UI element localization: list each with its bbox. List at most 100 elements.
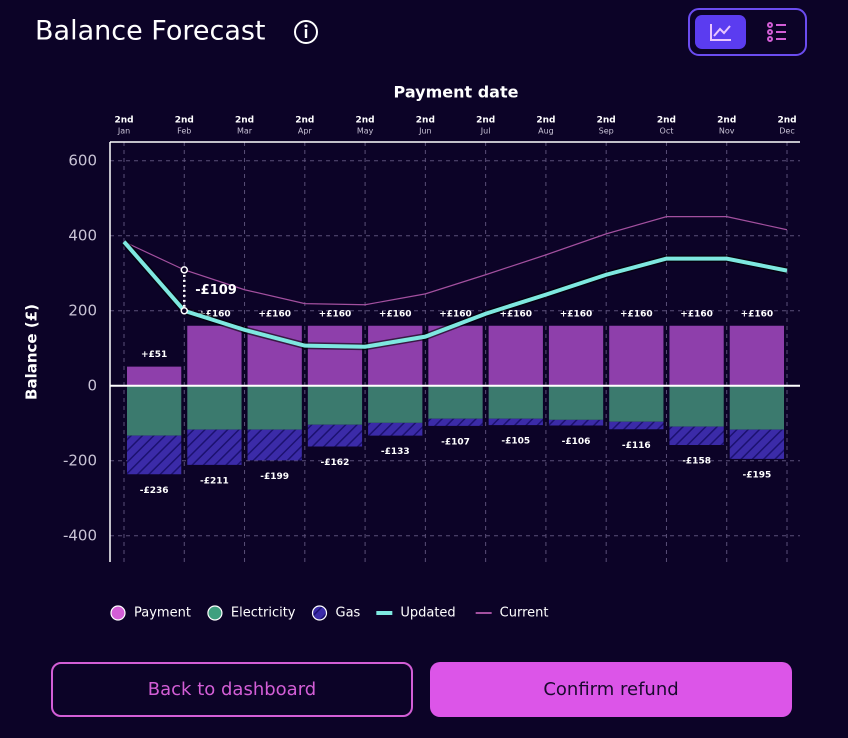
- legend-label: Electricity: [231, 606, 296, 621]
- payment-bar: [609, 325, 664, 386]
- payment-label: +£160: [439, 309, 472, 319]
- gas-bar: [428, 418, 483, 426]
- net-label: -£116: [622, 441, 651, 451]
- gas-bar: [368, 422, 423, 436]
- x-tick-day: 2nd: [356, 116, 375, 126]
- chart-view-button[interactable]: [695, 15, 746, 49]
- electricity-bar: [548, 385, 604, 420]
- payment-label: +£160: [198, 309, 231, 319]
- net-label: -£195: [742, 470, 771, 480]
- x-tick-label: Mar: [237, 127, 253, 136]
- net-label: -£236: [140, 486, 169, 496]
- legend-swatch: [110, 605, 126, 621]
- payment-label: +£160: [379, 309, 412, 319]
- current-point: [180, 266, 189, 274]
- gas-bar: [127, 435, 182, 475]
- x-tick-label: Oct: [660, 127, 674, 136]
- x-tick-day: 2nd: [777, 116, 796, 126]
- net-label: -£199: [260, 472, 289, 482]
- payment-bar: [368, 325, 423, 386]
- legend-swatch: [207, 605, 223, 621]
- y-tick-label: 600: [68, 151, 97, 169]
- x-tick-label: Jun: [418, 127, 432, 136]
- electricity-bar: [609, 385, 664, 422]
- x-tick-day: 2nd: [657, 116, 676, 126]
- gas-bar: [488, 418, 543, 426]
- x-tick-label: Dec: [779, 127, 794, 136]
- gas-bar: [669, 426, 724, 445]
- electricity-bar: [488, 385, 543, 419]
- x-tick-day: 2nd: [295, 116, 314, 126]
- y-tick-label: -200: [63, 451, 97, 469]
- confirm-button[interactable]: Confirm refund: [430, 662, 792, 717]
- current-line: [123, 216, 788, 306]
- y-tick-label: 0: [87, 376, 97, 394]
- x-tick-day: 2nd: [416, 116, 435, 126]
- updated-point: [180, 307, 189, 315]
- payment-bar: [669, 325, 724, 386]
- list-view-button[interactable]: [767, 22, 786, 42]
- payment-label: +£51: [141, 350, 167, 360]
- electricity-bar: [669, 385, 724, 427]
- x-tick-label: May: [357, 127, 374, 136]
- legend-swatch: [311, 605, 328, 621]
- x-tick-label: Jan: [117, 127, 130, 136]
- payment-label: +£160: [499, 309, 532, 319]
- x-tick-day: 2nd: [114, 116, 133, 126]
- gas-bar: [307, 424, 363, 447]
- electricity-bar: [247, 385, 302, 430]
- payment-label: +£160: [319, 309, 352, 319]
- y-axis-title: Balance (£): [23, 304, 41, 400]
- electricity-bar: [729, 385, 784, 430]
- x-tick-label: Aug: [538, 127, 554, 136]
- legend-label: Gas: [336, 606, 361, 621]
- legend-label: Updated: [400, 606, 455, 621]
- payment-bar: [548, 325, 604, 386]
- net-label: -£106: [562, 437, 591, 447]
- info-icon[interactable]: [294, 20, 318, 44]
- electricity-bar: [307, 385, 363, 425]
- net-label: -£211: [200, 476, 229, 486]
- payment-bar: [729, 325, 784, 386]
- net-label: -£158: [682, 457, 711, 467]
- back-button[interactable]: Back to dashboard: [51, 662, 413, 717]
- x-tick-label: Sep: [599, 127, 614, 136]
- gas-bar: [247, 429, 302, 461]
- payment-label: +£160: [560, 309, 593, 319]
- legend-label: Payment: [134, 606, 191, 621]
- x-tick-day: 2nd: [717, 116, 736, 126]
- payment-bar: [307, 325, 363, 386]
- y-tick-label: -400: [63, 526, 97, 544]
- gas-bar: [548, 419, 604, 426]
- view-toggle: [688, 8, 807, 56]
- net-label: -£133: [381, 447, 410, 457]
- payment-label: +£160: [620, 309, 653, 319]
- payment-label: +£160: [680, 309, 713, 319]
- x-tick-label: Apr: [298, 127, 313, 136]
- x-tick-day: 2nd: [476, 116, 495, 126]
- x-tick-label: Nov: [719, 127, 735, 136]
- x-tick-day: 2nd: [597, 116, 616, 126]
- x-tick-day: 2nd: [235, 116, 254, 126]
- gas-bar: [187, 429, 242, 465]
- gas-bar: [729, 429, 784, 459]
- page-title: Balance Forecast: [35, 16, 266, 47]
- electricity-bar: [127, 385, 182, 436]
- payment-bar: [127, 366, 182, 386]
- gas-bar: [609, 421, 664, 430]
- difference-annotation: -£109: [195, 283, 237, 298]
- x-axis-title: Payment date: [394, 83, 519, 102]
- payment-bar: [187, 325, 242, 386]
- net-label: -£105: [501, 437, 530, 447]
- electricity-bar: [187, 385, 242, 430]
- net-label: -£162: [321, 458, 350, 468]
- legend-label: Current: [500, 606, 549, 621]
- x-tick-label: Feb: [177, 127, 191, 136]
- payment-label: +£160: [741, 309, 774, 319]
- electricity-bar: [368, 385, 423, 423]
- x-tick-day: 2nd: [175, 116, 194, 126]
- payment-bar: [488, 325, 543, 386]
- electricity-bar: [428, 385, 483, 419]
